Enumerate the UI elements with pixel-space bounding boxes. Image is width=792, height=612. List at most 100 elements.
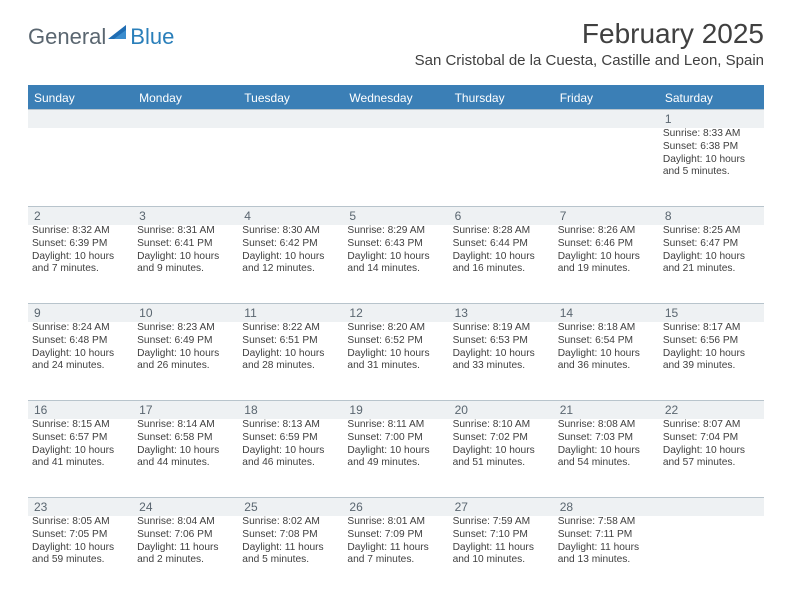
daylight-text: Daylight: 10 hours and 59 minutes. [32,542,129,568]
day-cell: Sunrise: 8:08 AMSunset: 7:03 PMDaylight:… [554,419,659,497]
logo-sail-icon [108,23,128,39]
sunrise-text: Sunrise: 8:04 AM [137,516,234,529]
day-number [449,110,554,128]
day-number: 17 [133,401,238,419]
daylight-text: Daylight: 10 hours and 41 minutes. [32,445,129,471]
daylight-text: Daylight: 10 hours and 57 minutes. [663,445,760,471]
sunrise-text: Sunrise: 8:31 AM [137,225,234,238]
day-number-row: 232425262728 [28,498,764,516]
day-cell: Sunrise: 7:58 AMSunset: 7:11 PMDaylight:… [554,516,659,594]
sunset-text: Sunset: 6:58 PM [137,432,234,445]
day-cell: Sunrise: 8:17 AMSunset: 6:56 PMDaylight:… [659,322,764,400]
day-cell: Sunrise: 8:15 AMSunset: 6:57 PMDaylight:… [28,419,133,497]
sunset-text: Sunset: 7:03 PM [558,432,655,445]
day-cell: Sunrise: 8:19 AMSunset: 6:53 PMDaylight:… [449,322,554,400]
day-cell: Sunrise: 8:11 AMSunset: 7:00 PMDaylight:… [343,419,448,497]
day-number: 19 [343,401,448,419]
sunrise-text: Sunrise: 8:11 AM [347,419,444,432]
daylight-text: Daylight: 10 hours and 21 minutes. [663,251,760,277]
day-number: 27 [449,498,554,516]
day-number: 8 [659,207,764,225]
sunset-text: Sunset: 6:52 PM [347,335,444,348]
sunrise-text: Sunrise: 8:02 AM [242,516,339,529]
weekday-header: Thursday [449,87,554,109]
day-number: 11 [238,304,343,322]
day-number: 21 [554,401,659,419]
sunrise-text: Sunrise: 8:28 AM [453,225,550,238]
day-cell: Sunrise: 8:30 AMSunset: 6:42 PMDaylight:… [238,225,343,303]
sunrise-text: Sunrise: 8:22 AM [242,322,339,335]
sunrise-text: Sunrise: 8:13 AM [242,419,339,432]
week-row: Sunrise: 8:33 AMSunset: 6:38 PMDaylight:… [28,128,764,206]
day-number: 23 [28,498,133,516]
daylight-text: Daylight: 10 hours and 24 minutes. [32,348,129,374]
day-number: 14 [554,304,659,322]
title-block: February 2025 San Cristobal de la Cuesta… [415,18,764,69]
location-subtitle: San Cristobal de la Cuesta, Castille and… [415,52,764,69]
sunset-text: Sunset: 7:04 PM [663,432,760,445]
day-cell [238,128,343,206]
day-number [659,498,764,516]
sunset-text: Sunset: 6:46 PM [558,238,655,251]
sunset-text: Sunset: 6:57 PM [32,432,129,445]
day-number [133,110,238,128]
day-cell: Sunrise: 8:05 AMSunset: 7:05 PMDaylight:… [28,516,133,594]
day-cell: Sunrise: 8:07 AMSunset: 7:04 PMDaylight:… [659,419,764,497]
daylight-text: Daylight: 10 hours and 7 minutes. [32,251,129,277]
logo: General Blue [28,18,174,50]
day-number: 4 [238,207,343,225]
day-cell [133,128,238,206]
sunset-text: Sunset: 6:59 PM [242,432,339,445]
week-row: Sunrise: 8:24 AMSunset: 6:48 PMDaylight:… [28,322,764,400]
weekday-header: Tuesday [238,87,343,109]
day-number: 16 [28,401,133,419]
daylight-text: Daylight: 10 hours and 12 minutes. [242,251,339,277]
calendar-grid: SundayMondayTuesdayWednesdayThursdayFrid… [28,85,764,594]
day-cell: Sunrise: 8:02 AMSunset: 7:08 PMDaylight:… [238,516,343,594]
day-number [343,110,448,128]
day-number: 10 [133,304,238,322]
day-number: 24 [133,498,238,516]
daylight-text: Daylight: 10 hours and 39 minutes. [663,348,760,374]
day-cell: Sunrise: 8:28 AMSunset: 6:44 PMDaylight:… [449,225,554,303]
day-number-row: 2345678 [28,207,764,225]
day-number [554,110,659,128]
sunset-text: Sunset: 6:51 PM [242,335,339,348]
sunset-text: Sunset: 6:56 PM [663,335,760,348]
sunrise-text: Sunrise: 7:59 AM [453,516,550,529]
day-cell [28,128,133,206]
day-number: 6 [449,207,554,225]
day-cell: Sunrise: 8:04 AMSunset: 7:06 PMDaylight:… [133,516,238,594]
weekday-header-row: SundayMondayTuesdayWednesdayThursdayFrid… [28,87,764,109]
daylight-text: Daylight: 10 hours and 9 minutes. [137,251,234,277]
day-cell: Sunrise: 8:26 AMSunset: 6:46 PMDaylight:… [554,225,659,303]
day-cell [449,128,554,206]
day-number: 1 [659,110,764,128]
day-number: 18 [238,401,343,419]
day-number [28,110,133,128]
sunrise-text: Sunrise: 8:15 AM [32,419,129,432]
sunrise-text: Sunrise: 8:23 AM [137,322,234,335]
week-row: Sunrise: 8:15 AMSunset: 6:57 PMDaylight:… [28,419,764,497]
sunset-text: Sunset: 6:41 PM [137,238,234,251]
day-cell: Sunrise: 8:18 AMSunset: 6:54 PMDaylight:… [554,322,659,400]
sunset-text: Sunset: 7:00 PM [347,432,444,445]
sunrise-text: Sunrise: 7:58 AM [558,516,655,529]
day-cell: Sunrise: 8:32 AMSunset: 6:39 PMDaylight:… [28,225,133,303]
day-cell: Sunrise: 8:24 AMSunset: 6:48 PMDaylight:… [28,322,133,400]
daylight-text: Daylight: 10 hours and 54 minutes. [558,445,655,471]
daylight-text: Daylight: 10 hours and 44 minutes. [137,445,234,471]
daylight-text: Daylight: 10 hours and 14 minutes. [347,251,444,277]
daylight-text: Daylight: 10 hours and 36 minutes. [558,348,655,374]
day-number: 22 [659,401,764,419]
logo-text-general: General [28,24,106,50]
sunrise-text: Sunrise: 8:25 AM [663,225,760,238]
logo-text-blue: Blue [130,24,174,50]
sunrise-text: Sunrise: 8:01 AM [347,516,444,529]
daylight-text: Daylight: 11 hours and 13 minutes. [558,542,655,568]
sunset-text: Sunset: 7:09 PM [347,529,444,542]
daylight-text: Daylight: 10 hours and 46 minutes. [242,445,339,471]
weekday-header: Friday [554,87,659,109]
day-cell [343,128,448,206]
day-cell: Sunrise: 8:33 AMSunset: 6:38 PMDaylight:… [659,128,764,206]
